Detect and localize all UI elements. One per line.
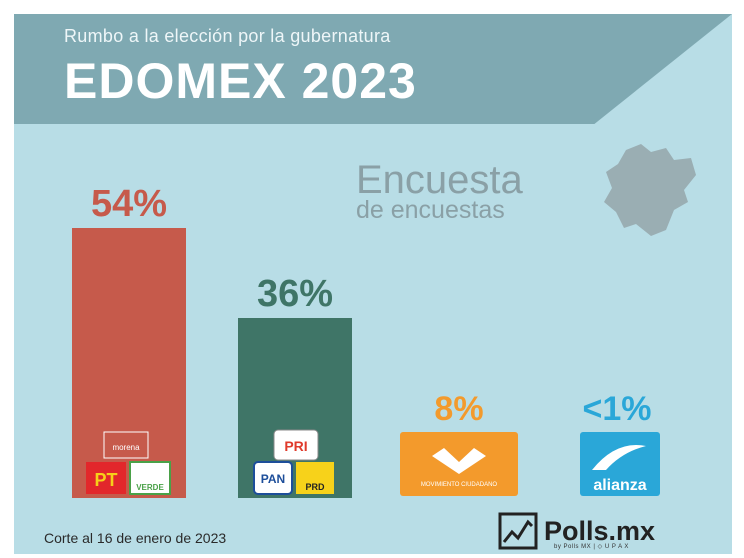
verde-logo: [129, 461, 171, 495]
prd-logo: [296, 462, 334, 494]
pan-logo: [253, 461, 293, 495]
verde-logo-text: VERDE: [136, 483, 164, 492]
morena-logo: [103, 431, 149, 459]
value-label-4: <1%: [583, 390, 652, 428]
prd-logo-text: PRD: [305, 482, 325, 492]
morena-logo-text: morena: [112, 443, 140, 452]
alianza-logo-text: alianza: [593, 477, 646, 494]
mc-eagle-icon: [432, 448, 486, 474]
pt-logo: [86, 462, 126, 494]
polls-logo-icon: [498, 512, 538, 550]
mc-logo-text: MOVIMIENTO CIUDADANO: [421, 482, 498, 488]
value-label-1: 54%: [91, 183, 167, 225]
pt-logo-text: PT: [94, 470, 117, 490]
alianza-swoosh-icon: [592, 445, 646, 470]
brand-logo: Polls.mx by Polls MX | ◇ U P A X: [498, 512, 708, 552]
edomex-map-icon: [604, 144, 696, 236]
header-banner: [14, 14, 732, 124]
cutoff-date: Corte al 16 de enero de 2023: [44, 530, 227, 546]
subtitle: Rumbo a la elección por la gubernatura: [64, 26, 391, 46]
pri-logo-text: PRI: [284, 438, 307, 454]
pri-logo: [273, 429, 319, 461]
brand-name: Polls.mx: [544, 516, 656, 546]
value-label-2: 36%: [257, 273, 333, 315]
page-title: EDOMEX 2023: [64, 53, 417, 109]
alianza-logo: [580, 432, 660, 496]
pan-logo-text: PAN: [261, 472, 285, 486]
badge-line-1: Encuesta: [356, 158, 523, 202]
value-label-3: 8%: [434, 390, 483, 428]
badge-line-2: de encuestas: [356, 196, 505, 224]
brand-subtitle: by Polls MX | ◇ U P A X: [554, 544, 629, 550]
